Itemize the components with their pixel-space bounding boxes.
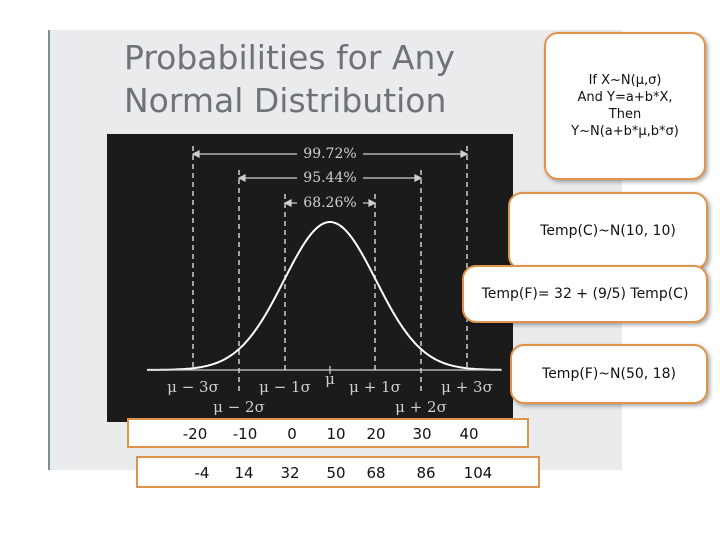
axis-label-mu-minus-1sigma: μ − 1σ [259,378,311,396]
fahrenheit-value: 14 [234,464,254,482]
celsius-value: 30 [412,425,432,443]
sigma-dashed-lines [192,146,468,394]
celsius-distribution-callout: Temp(C)~N(10, 10) [508,192,708,270]
diagram-panel [107,134,513,422]
fahrenheit-distribution-callout: Temp(F)~N(50, 18) [510,344,708,404]
fahrenheit-value: 50 [326,464,346,482]
axis-label-mu-plus-3sigma: μ + 3σ [441,378,493,396]
fahrenheit-value: 104 [463,464,493,482]
celsius-value: -20 [182,425,208,443]
fahrenheit-value: -4 [194,464,210,482]
fahrenheit-values-row: -4 14 32 50 68 86 104 [136,456,540,488]
celsius-values-row: -20 -10 0 10 20 30 40 [127,418,529,448]
celsius-value: 0 [287,425,297,443]
normal-distribution-diagram: 99.72% 95.44% 68.26% μ − 3σ μ − 2σ μ − 1… [147,146,502,416]
celsius-value: 20 [366,425,386,443]
axis-label-mu-minus-2sigma: μ − 2σ [213,398,265,416]
axis-label-mu: μ [325,370,335,388]
celsius-value: 40 [459,425,479,443]
fahrenheit-value: 68 [366,464,386,482]
percent-label-68: 68.26% [303,195,356,211]
conversion-formula-callout: Temp(F)= 32 + (9/5) Temp(C) [462,265,708,323]
axis-label-mu-plus-1sigma: μ + 1σ [349,378,401,396]
axis-label-mu-plus-2sigma: μ + 2σ [395,398,447,416]
slide-title: Probabilities for Any Normal Distributio… [124,38,455,120]
percent-label-99: 99.72% [303,146,356,162]
fahrenheit-value: 86 [416,464,436,482]
fahrenheit-value: 32 [280,464,300,482]
bell-curve [147,221,502,371]
axis-label-mu-minus-3sigma: μ − 3σ [167,378,219,396]
celsius-value: 10 [326,425,346,443]
celsius-value: -10 [232,425,258,443]
range-arrows [191,150,469,207]
percent-label-95: 95.44% [303,170,356,186]
linear-transform-callout: If X~N(μ,σ) And Y=a+b*X, Then Y~N(a+b*μ,… [544,32,706,180]
